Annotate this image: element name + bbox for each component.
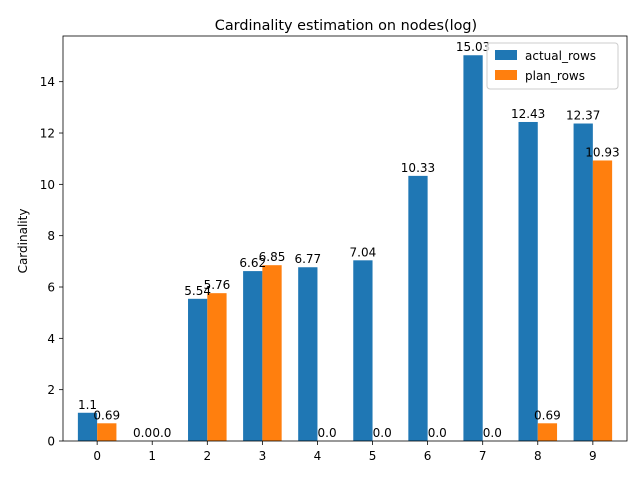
bar-actual_rows-6: [408, 175, 428, 442]
plot-frame: [62, 35, 628, 442]
data-label-plan_rows-0: 0.69: [93, 408, 120, 422]
x-tick-label-8: 8: [534, 449, 542, 463]
legend-box: [486, 42, 619, 90]
y-tick-label-0: 0: [47, 435, 55, 449]
data-label-plan_rows-8: 0.69: [534, 408, 561, 422]
bar-plan_rows-0: [97, 423, 117, 441]
data-label-actual_rows-3: 6.62: [239, 256, 266, 270]
data-label-plan_rows-6: 0.0: [428, 426, 447, 440]
y-tick-label-8: 8: [47, 229, 55, 243]
legend-label-actual_rows: actual_rows: [525, 49, 596, 63]
data-label-actual_rows-4: 6.77: [294, 252, 321, 266]
bar-plan_rows-9: [592, 160, 613, 442]
bar-actual_rows-5: [353, 260, 373, 441]
data-label-plan_rows-4: 0.0: [318, 426, 337, 440]
data-label-actual_rows-5: 7.04: [350, 245, 377, 259]
data-label-plan_rows-1: 0.0: [152, 426, 171, 440]
bar-plan_rows-2: [207, 293, 227, 441]
y-tick-label-4: 4: [47, 332, 55, 346]
y-tick-label-10: 10: [40, 178, 55, 192]
y-tick-label-2: 2: [47, 383, 55, 397]
legend: actual_rows plan_rows: [486, 42, 619, 90]
bar-actual_rows-8: [518, 121, 538, 441]
y-tick-label-12: 12: [40, 127, 55, 141]
bar-actual_rows-7: [463, 55, 483, 441]
y-tick-label-6: 6: [47, 281, 55, 295]
x-tick-label-7: 7: [479, 449, 487, 463]
bar-actual_rows-4: [298, 267, 318, 441]
data-label-actual_rows-7: 15.03: [456, 40, 490, 54]
data-label-plan_rows-7: 0.0: [483, 426, 502, 440]
legend-label-plan_rows: plan_rows: [525, 69, 585, 83]
x-tick-label-1: 1: [148, 449, 156, 463]
bar-plan_rows-8: [537, 423, 558, 441]
legend-swatch-actual_rows: [495, 50, 517, 60]
bar-actual_rows-3: [243, 271, 263, 441]
bar-actual_rows-0: [77, 412, 98, 441]
data-labels-layer: 1.1 0.0 5.54 6.62 6.77 7.04 10.33 15.03 12.43 12.…: [78, 40, 620, 440]
bars-layer: [77, 55, 613, 442]
chart-title: Cardinality estimation on nodes(log): [215, 18, 477, 34]
x-tick-label-4: 4: [314, 449, 322, 463]
data-label-plan_rows-3: 6.85: [259, 250, 286, 264]
data-label-plan_rows-5: 0.0: [373, 426, 392, 440]
y-axis-label: Cardinality: [16, 209, 30, 274]
legend-swatch-plan_rows: [495, 70, 517, 80]
data-label-actual_rows-9: 12.37: [566, 109, 600, 123]
x-tick-label-0: 0: [93, 449, 101, 463]
bar-actual_rows-2: [188, 298, 208, 441]
data-label-actual_rows-6: 10.33: [401, 161, 435, 175]
bar-actual_rows-9: [573, 123, 593, 441]
x-tick-label-2: 2: [203, 449, 211, 463]
data-label-actual_rows-8: 12.43: [511, 107, 545, 121]
x-tick-label-3: 3: [259, 449, 267, 463]
x-tick-label-5: 5: [369, 449, 377, 463]
data-label-plan_rows-2: 5.76: [204, 278, 231, 292]
y-tick-label-14: 14: [40, 75, 55, 89]
data-label-actual_rows-1: 0.0: [133, 426, 152, 440]
x-tick-label-9: 9: [589, 449, 597, 463]
data-label-plan_rows-9: 10.93: [585, 145, 619, 159]
bar-plan_rows-3: [262, 265, 282, 441]
data-label-actual_rows-2: 5.54: [184, 284, 211, 298]
data-label-actual_rows-0: 1.1: [78, 398, 97, 412]
x-tick-label-6: 6: [424, 449, 432, 463]
